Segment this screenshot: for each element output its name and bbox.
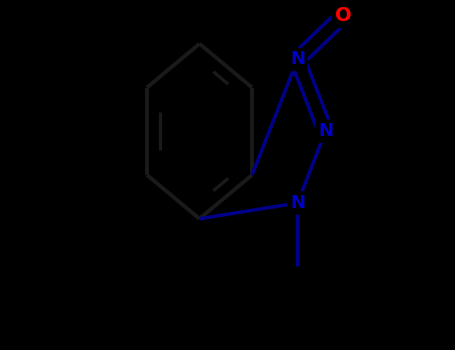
Text: O: O: [335, 6, 351, 25]
Text: N: N: [290, 194, 305, 212]
Text: N: N: [318, 122, 333, 140]
Text: N: N: [290, 50, 305, 69]
